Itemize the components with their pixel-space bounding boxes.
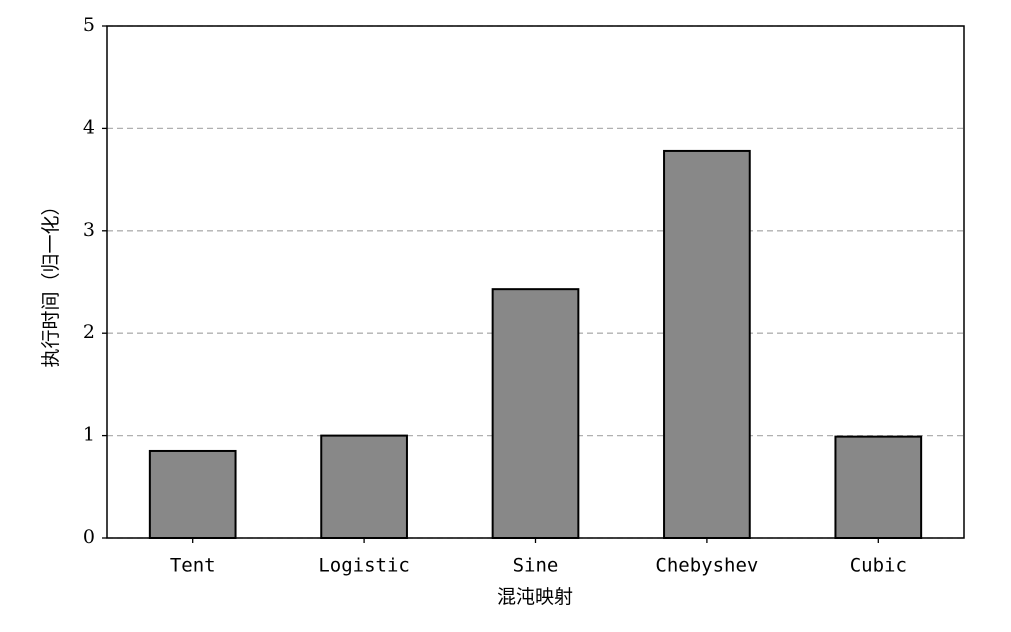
y-tick-label: 3 <box>83 219 95 241</box>
y-tick-label: 2 <box>83 321 95 343</box>
x-tick-label: Logistic <box>318 555 410 577</box>
y-axis-label: 执行时间（归一化） <box>40 196 62 367</box>
x-axis-label: 混沌映射 <box>497 586 573 608</box>
plot-frame <box>106 25 965 539</box>
y-tick-label: 1 <box>83 424 95 446</box>
bar <box>320 434 408 540</box>
bar <box>491 288 580 539</box>
y-tick-label: 5 <box>83 14 95 36</box>
x-tick-label: Tent <box>170 555 216 577</box>
bar <box>148 449 237 539</box>
y-tick-label: 0 <box>83 526 95 548</box>
bar <box>834 435 923 539</box>
bar <box>663 149 751 539</box>
x-tick-label: Sine <box>513 555 559 577</box>
x-tick-label: Cubic <box>850 555 907 577</box>
x-tick-label: Chebyshev <box>655 555 758 577</box>
y-tick-label: 4 <box>83 116 95 138</box>
